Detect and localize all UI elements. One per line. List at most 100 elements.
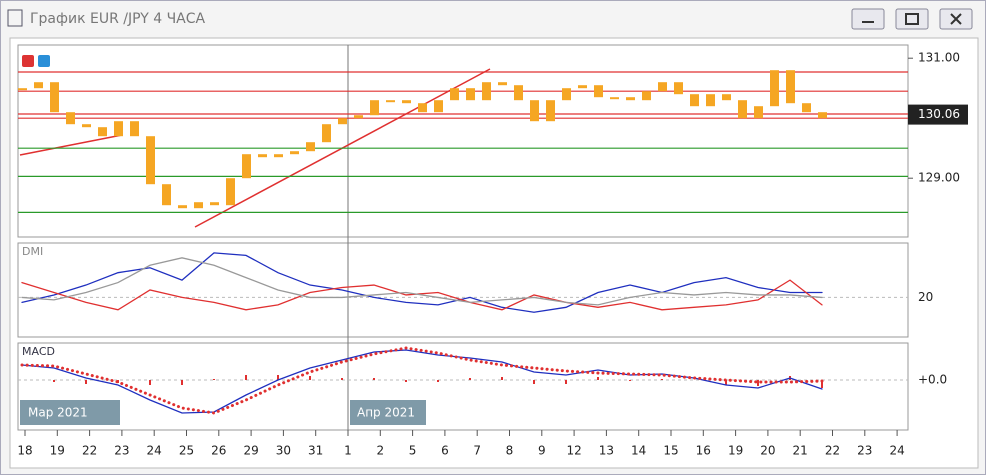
trendline [19,134,123,156]
candle [818,112,827,119]
candle [178,205,187,209]
y-tick-label: 129.00 [918,171,960,185]
candle [434,100,443,113]
candle [514,85,523,101]
x-tick-label: 30 [276,444,291,458]
red-toggle[interactable] [22,55,34,67]
candle [98,127,107,137]
candle [226,178,235,206]
x-tick-label: 19 [728,444,743,458]
period-badge [20,400,120,425]
dmi-panel [17,242,909,338]
y-tick-label: +0.0 [918,373,947,387]
maximize-button[interactable] [895,8,929,30]
candle [594,85,603,98]
candle [66,112,75,125]
x-tick-label: 12 [566,444,581,458]
x-tick-label: 29 [243,444,258,458]
candle [194,202,203,209]
candle [418,103,427,113]
candle [34,82,43,89]
minimize-button[interactable] [851,8,885,30]
candle [578,85,587,89]
candle [322,124,331,143]
candle [754,106,763,119]
x-tick-label: 19 [50,444,65,458]
candle [706,94,715,107]
candle [722,94,731,101]
x-tick-label: 20 [760,444,775,458]
current-price: 130.06 [918,107,960,121]
candle [674,82,683,95]
x-tick-label: 7 [473,444,481,458]
candle [370,100,379,116]
candle [50,82,59,113]
x-tick-label: 14 [631,444,646,458]
maximize-icon [905,13,919,25]
x-tick-label: 5 [409,444,417,458]
candle [130,121,139,137]
candle [786,70,795,104]
x-tick-label: 22 [82,444,97,458]
candle [386,100,395,103]
candle [114,121,123,137]
blue-toggle[interactable] [38,55,50,67]
x-tick-label: 2 [376,444,384,458]
candle [546,100,555,122]
x-tick-label: 9 [538,444,546,458]
candle [274,154,283,158]
candle [210,202,219,206]
candle [338,118,347,125]
candle [82,124,91,128]
period-label: Мар 2021 [28,406,88,420]
candle [626,97,635,101]
dmi-label: DMI [22,245,43,258]
x-tick-label: 25 [179,444,194,458]
x-tick-label: 13 [599,444,614,458]
x-tick-label: 23 [114,444,129,458]
x-tick-label: 31 [308,444,323,458]
period-label: Апр 2021 [357,406,415,420]
x-tick-label: 6 [441,444,449,458]
candle [562,88,571,101]
x-tick-label: 24 [889,444,904,458]
x-tick-label: 22 [825,444,840,458]
candle [242,154,251,179]
x-tick-label: 15 [663,444,678,458]
x-tick-label: 24 [147,444,162,458]
x-tick-label: 26 [211,444,226,458]
candle [610,97,619,100]
y-tick-label: 20 [918,290,933,304]
y-tick-label: 131.00 [918,51,960,65]
dmi-line [21,257,823,306]
current-price-box [908,104,968,125]
app-icon [7,9,23,27]
candle [802,103,811,113]
period-badge [350,400,426,425]
macd-label: MACD [22,345,55,358]
candle [530,100,539,122]
candle [482,82,491,101]
close-icon [950,13,962,25]
signal-line [20,346,824,415]
candle [306,142,315,152]
macd-panel [17,342,909,431]
candle [354,115,363,119]
candle [498,82,507,86]
x-tick-label: 21 [793,444,808,458]
candle [258,154,267,158]
x-tick-label: 23 [857,444,872,458]
dmi-line [21,279,823,311]
x-tick-label: 1 [344,444,352,458]
window-title: График EUR /JPY 4 ЧАСА [30,11,206,27]
candle [450,88,459,101]
candle [690,94,699,107]
candle [162,184,171,206]
x-tick-label: 18 [17,444,32,458]
candle [658,82,667,92]
candle [466,88,475,101]
x-tick-label: 8 [506,444,514,458]
candle [290,151,299,155]
